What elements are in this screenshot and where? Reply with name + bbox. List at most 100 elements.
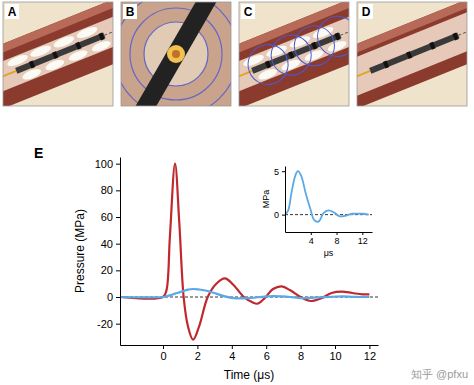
tick: 80 (101, 184, 120, 196)
axis-line (121, 345, 379, 346)
tick: 12 (364, 345, 376, 362)
wave-ring (265, 29, 317, 81)
x-axis: 4 8 12 (286, 232, 373, 246)
illustration-panel (239, 2, 349, 106)
x-axis-label: Time (μs) (224, 368, 274, 382)
tick-label: 4 (229, 350, 235, 362)
artery-wall (357, 2, 467, 106)
catheter-tip (458, 17, 467, 36)
tick: 0 (107, 291, 120, 303)
emitter (288, 51, 294, 59)
tick-mark (362, 232, 363, 235)
tick-label: 5 (274, 167, 279, 177)
data-line (120, 164, 369, 340)
guidewire (357, 71, 370, 92)
panel-frame (3, 2, 113, 106)
data-line (285, 171, 369, 221)
x-axis-label: μs (324, 248, 334, 258)
emitter (265, 60, 271, 68)
panel-label: A (8, 5, 17, 19)
x-axis: 0 2 4 6 8 10 12 (121, 345, 379, 362)
y-axis-label: MPa (261, 190, 271, 209)
tick-mark (369, 345, 370, 349)
plot-area (120, 164, 378, 340)
artery (239, 2, 349, 106)
panel-label-box (5, 4, 19, 19)
tick-label: 0 (107, 291, 113, 303)
guidewire (3, 71, 16, 92)
tick-mark (232, 345, 233, 349)
panel-label-box (241, 4, 255, 19)
tick-mark (116, 297, 120, 298)
panel-label: D (362, 5, 371, 19)
tick: 40 (101, 238, 120, 250)
tick-label: 40 (101, 238, 113, 250)
emitter (334, 32, 340, 40)
panel-frame (239, 2, 349, 106)
catheter-tip (104, 17, 113, 36)
emitter (29, 60, 35, 68)
catheter (251, 32, 341, 73)
tick-mark (301, 345, 302, 349)
panel-label-box (359, 4, 373, 19)
tick: 20 (101, 264, 120, 276)
tick-label: 8 (335, 236, 340, 246)
tick-label: 12 (364, 350, 376, 362)
data-line (120, 289, 369, 298)
tick-label: 0 (274, 210, 279, 220)
tick: 0 (274, 210, 285, 220)
emitter (52, 51, 58, 59)
artery (3, 2, 113, 106)
watermark: 知乎 @pfxu (411, 368, 468, 380)
panel-frame (121, 2, 231, 106)
axis-line (120, 158, 121, 346)
panel-label: B (126, 5, 135, 19)
wave-ring (121, 2, 231, 106)
tick-mark (163, 345, 164, 349)
illustration-panel (3, 2, 113, 106)
wave-ring (130, 8, 222, 100)
tick-label: 4 (309, 236, 314, 246)
tick: 6 (264, 345, 270, 362)
tick-mark (282, 171, 285, 172)
tick: 100 (95, 158, 120, 170)
wave-ring (312, 10, 349, 62)
tick-label: 20 (101, 264, 113, 276)
tick-label: -20 (97, 318, 113, 330)
cross-section (121, 2, 231, 106)
emitter (383, 60, 389, 68)
tick-mark (311, 232, 312, 235)
panel-label-box (123, 4, 137, 19)
tick-label: 100 (95, 158, 113, 170)
panel-label: C (244, 5, 253, 19)
tick-mark (282, 215, 285, 216)
emitter-glow (167, 45, 185, 63)
tick: 4 (229, 345, 235, 362)
emitter (429, 42, 435, 50)
illustration-panel (357, 2, 467, 106)
inset-chart: 4 8 12 0 5 μs MPa (261, 167, 373, 259)
tick: 12 (358, 232, 368, 246)
catheter (123, 2, 229, 106)
lumen (3, 4, 113, 105)
axis-line (286, 232, 373, 233)
wave-ring (288, 20, 340, 72)
tick: 10 (329, 345, 341, 362)
tick: 2 (195, 345, 201, 362)
tick-mark (116, 217, 120, 218)
wave-ring (121, 2, 231, 106)
catheter (15, 32, 105, 73)
tick-mark (266, 345, 267, 349)
tick-label: 8 (298, 350, 304, 362)
tick-mark (116, 244, 120, 245)
artery (357, 2, 467, 106)
figure: ABCDE024681012-20020406080100Time (μs)Pr… (0, 0, 474, 385)
tick-mark (116, 190, 120, 191)
tick-mark (116, 164, 120, 165)
tick-mark (335, 345, 336, 349)
emitter (452, 32, 458, 40)
emitter (172, 50, 180, 58)
tick: 0 (160, 345, 166, 362)
wave-ring (242, 38, 294, 90)
tick-label: 80 (101, 184, 113, 196)
